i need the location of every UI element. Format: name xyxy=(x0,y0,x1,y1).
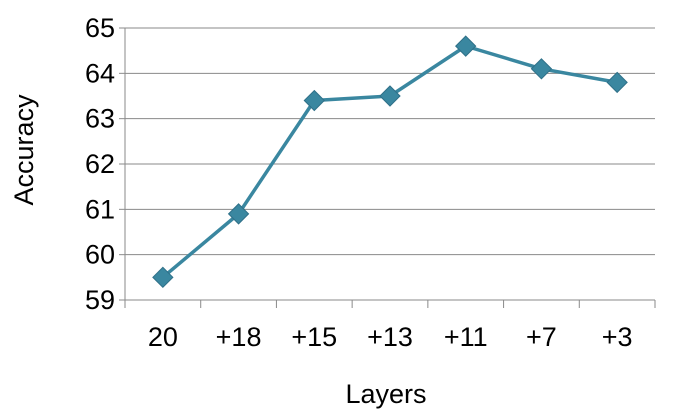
data-point-marker xyxy=(227,203,250,225)
x-tick-label: +15 xyxy=(291,322,337,352)
y-tick-label: 64 xyxy=(85,58,115,88)
y-tick-label: 63 xyxy=(85,104,115,134)
axes xyxy=(119,27,656,308)
x-tick-label: +7 xyxy=(526,322,557,352)
y-axis-tick-labels: 59 60 61 62 63 64 65 xyxy=(85,13,115,315)
x-tick-label: +13 xyxy=(367,322,413,352)
data-point-marker xyxy=(303,89,325,112)
data-point-marker xyxy=(379,85,401,107)
x-axis-label: Layers xyxy=(345,379,426,409)
data-point-marker xyxy=(152,266,174,289)
x-tick-label: +11 xyxy=(444,322,488,352)
x-tick-label: +3 xyxy=(602,322,633,352)
x-axis-tick-labels: 20 +18 +15 +13 +11 +7 +3 xyxy=(148,322,633,352)
data-point-marker xyxy=(530,58,553,80)
data-point-marker xyxy=(455,35,477,57)
y-tick-label: 59 xyxy=(85,285,115,315)
series-group xyxy=(152,35,628,289)
x-tick-label: +18 xyxy=(216,322,262,352)
gridlines xyxy=(125,27,655,256)
y-tick-label: 61 xyxy=(85,194,115,224)
y-tick-label: 60 xyxy=(85,240,115,270)
y-axis-label: Accuracy xyxy=(9,94,39,206)
data-point-marker xyxy=(606,71,628,94)
y-tick-label: 62 xyxy=(85,149,115,179)
series-line xyxy=(161,44,618,279)
x-tick-label: 20 xyxy=(148,322,178,352)
y-tick-label: 65 xyxy=(85,13,115,43)
